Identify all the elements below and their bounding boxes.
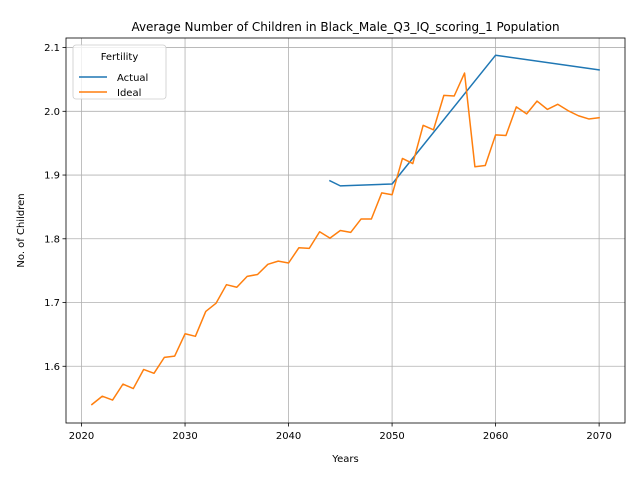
x-tick-label: 2070	[586, 431, 611, 442]
axis-ticks: 2020 2030 2040 2050 2060 2070 1.6 1.7 1.8 1.9 2.0 2…	[44, 43, 612, 442]
x-tick-label: 2020	[69, 431, 94, 442]
series-line-ideal	[90, 72, 600, 406]
y-tick-label: 1.7	[44, 298, 60, 309]
x-tick-label: 2040	[276, 431, 301, 442]
plot-frame	[65, 37, 626, 424]
x-axis-label: Years	[331, 454, 358, 465]
y-tick-label: 1.9	[44, 171, 60, 182]
y-tick-label: 1.8	[44, 234, 60, 245]
gridlines	[66, 38, 625, 423]
x-tick-label: 2050	[379, 431, 404, 442]
legend-label-actual: Actual	[117, 73, 148, 84]
series-lines	[90, 54, 600, 406]
y-tick-label: 1.6	[44, 362, 60, 373]
chart-title: Average Number of Children in Black_Male…	[131, 20, 559, 34]
y-tick-label: 2.1	[44, 43, 60, 54]
legend-box	[72, 44, 167, 100]
y-tick-label: 2.0	[44, 107, 60, 118]
legend-label-ideal: Ideal	[117, 88, 141, 99]
series-line-actual	[328, 54, 600, 187]
legend: Fertility Actual Ideal	[72, 44, 167, 100]
legend-title: Fertility	[101, 52, 139, 63]
x-tick-label: 2030	[172, 431, 197, 442]
x-tick-label: 2060	[483, 431, 508, 442]
y-axis-label: No. of Children	[16, 193, 27, 267]
